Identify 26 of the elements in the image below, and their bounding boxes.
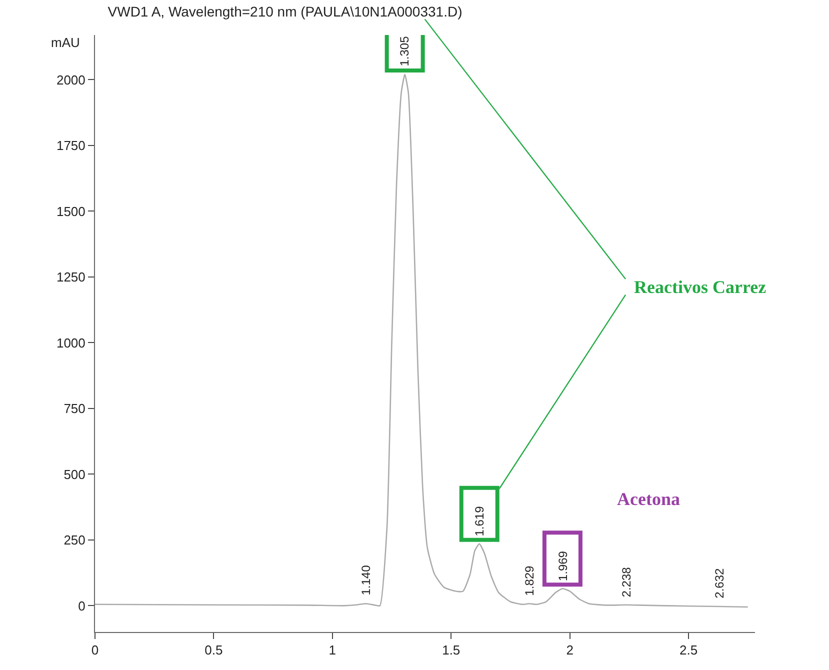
annotation: 2.238 — [619, 566, 634, 598]
y-axis-title: mAU — [51, 35, 80, 50]
x-tick-label: 0 — [91, 642, 99, 658]
annotation: 1.140 — [359, 564, 374, 596]
annotation: 2.632 — [712, 568, 726, 598]
annotation: 1.969 — [556, 550, 570, 582]
annotation: 1.305 — [397, 36, 412, 66]
annotation: 1.829 — [522, 565, 537, 596]
y-tick-label: 250 — [64, 532, 86, 548]
y-tick-label: 1500 — [56, 204, 86, 219]
y-tick-label: 750 — [64, 401, 86, 416]
annotation: 1.619 — [472, 506, 486, 536]
y-tick-label: 1250 — [56, 270, 86, 285]
x-tick-label: 2 — [566, 642, 574, 658]
y-tick-label: 2000 — [56, 72, 86, 88]
annotation: Acetona — [617, 489, 680, 509]
x-tick-label: 2.5 — [679, 642, 698, 658]
x-tick-label: 0.5 — [204, 642, 223, 658]
x-tick-label: 1.5 — [442, 642, 460, 658]
y-tick-label: 1750 — [56, 138, 86, 154]
y-tick-label: 0 — [78, 598, 86, 614]
y-tick-label: 500 — [64, 466, 86, 482]
y-tick-label: 1000 — [56, 335, 86, 350]
x-tick-label: 1 — [328, 642, 336, 658]
annotation: Reactivos Carrez — [634, 277, 766, 297]
chart-title: VWD1 A, Wavelength=210 nm (PAULA\10N1A000331.D) — [108, 4, 462, 20]
